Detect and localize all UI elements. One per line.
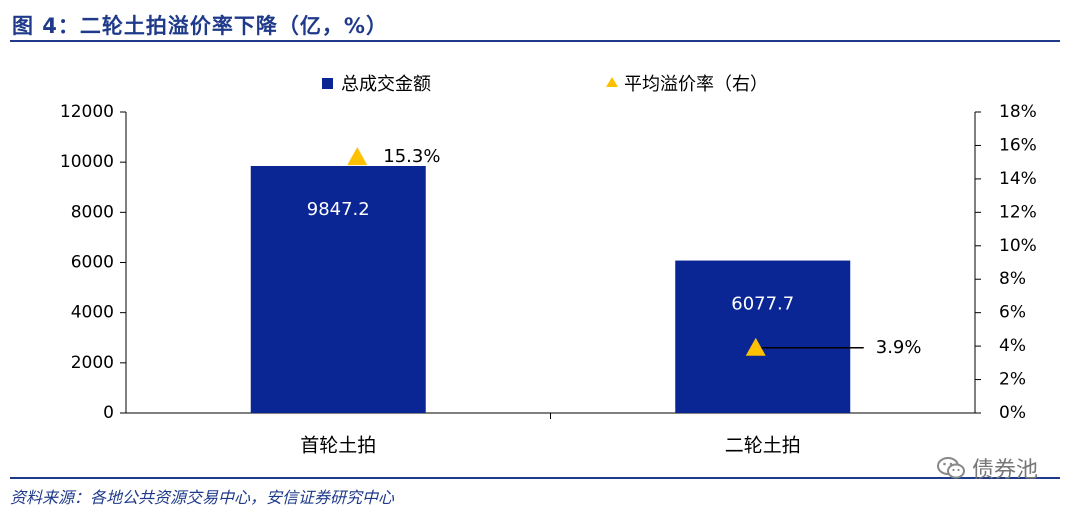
y-left-tick-label: 2000: [71, 353, 114, 373]
chart-title: 图 4：二轮土拍溢价率下降（亿，%）: [12, 14, 388, 38]
y-left-tick-label: 6000: [71, 253, 114, 273]
bar: [675, 260, 851, 413]
legend-label: 平均溢价率（右）: [624, 74, 768, 95]
bar-value-label: 9847.2: [307, 199, 370, 220]
rate-value-label: 15.3%: [383, 146, 440, 167]
y-right-tick-label: 16%: [999, 135, 1037, 155]
rate-value-label: 3.9%: [876, 337, 922, 358]
rate-marker: [745, 337, 766, 356]
watermark: 债券池: [936, 452, 1038, 484]
x-tick-label: 首轮土拍: [300, 435, 376, 457]
bar-value-label: 6077.7: [731, 294, 794, 315]
y-left-tick-label: 8000: [71, 202, 114, 222]
wechat-icon: [937, 457, 965, 479]
rate-marker: [347, 147, 368, 166]
source-note: 资料来源：各地公共资源交易中心，安信证券研究中心: [10, 488, 395, 507]
chart: 0 2000 4000 6000 8000 10000 12000 0% 2% 4% 6% 8% 10%…: [60, 74, 1037, 457]
y-right-tick-label: 12%: [999, 202, 1037, 222]
legend-label: 总成交金额: [341, 74, 431, 95]
y-right-tick-label: 14%: [999, 169, 1037, 189]
y-right-tick-label: 0%: [999, 403, 1026, 423]
y-left-tick-label: 12000: [60, 102, 114, 122]
y-left-tick-label: 4000: [71, 303, 114, 323]
y-right-tick-label: 4%: [999, 336, 1026, 356]
legend-swatch-bar: [322, 78, 333, 89]
bar: [250, 165, 426, 413]
y-left-tick-label: 0: [103, 403, 114, 423]
legend-swatch-marker: [606, 77, 618, 87]
y-right-tick-label: 8%: [999, 269, 1026, 289]
y-left-tick-label: 10000: [60, 152, 114, 172]
watermark-text: 债券池: [972, 458, 1039, 483]
y-right-tick-label: 18%: [999, 102, 1037, 122]
footer-divider: [10, 477, 1060, 479]
title-bar: 图 4：二轮土拍溢价率下降（亿，%）: [10, 4, 1060, 42]
x-tick-label: 二轮土拍: [725, 435, 801, 457]
y-right-tick-label: 6%: [999, 303, 1026, 323]
y-right-tick-label: 2%: [999, 370, 1026, 390]
y-right-tick-label: 10%: [999, 236, 1037, 256]
